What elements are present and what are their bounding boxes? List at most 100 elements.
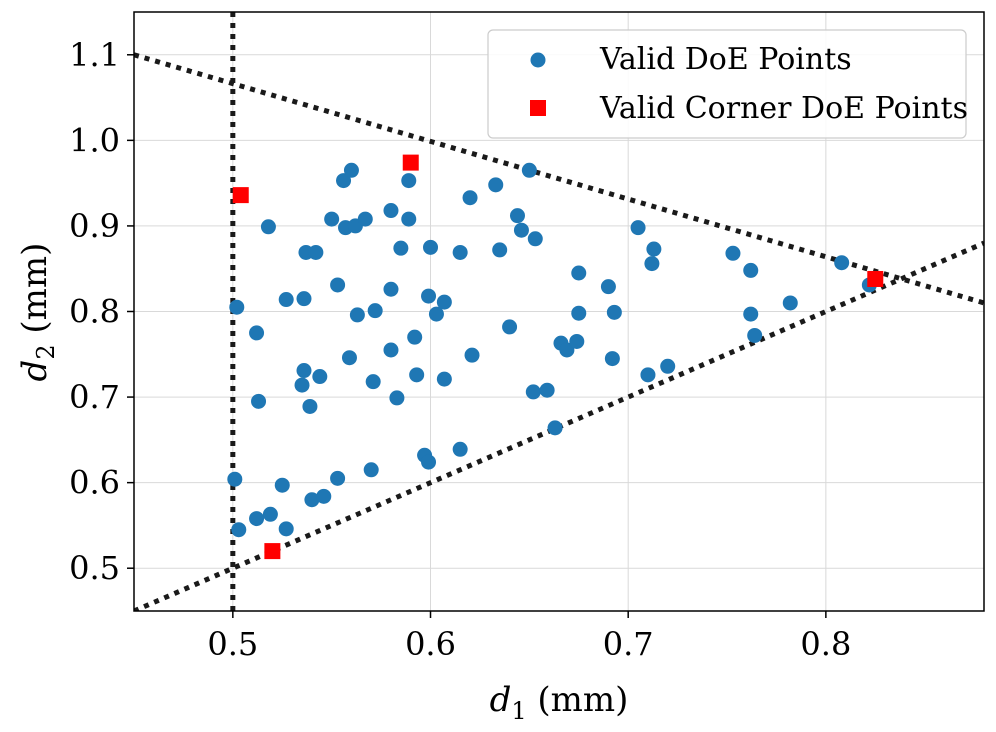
legend-doe-label: Valid DoE Points [599, 42, 852, 77]
doe-point-11 [294, 377, 310, 393]
doe-point-64 [559, 342, 575, 358]
doe-point-13 [296, 291, 312, 307]
x-tick-label-1: 0.6 [405, 625, 456, 663]
y-axis-label-unit: (mm) [15, 243, 55, 345]
doe-point-65 [569, 333, 585, 349]
doe-point-71 [630, 220, 646, 236]
doe-point-10 [278, 521, 294, 537]
doe-point-26 [343, 162, 359, 178]
doe-point-70 [606, 304, 622, 320]
doe-point-80 [782, 295, 798, 311]
doe-point-37 [393, 240, 409, 256]
legend-corner-label: Valid Corner DoE Points [599, 91, 968, 126]
x-tick-label-2: 0.7 [603, 625, 654, 663]
doe-point-7 [262, 506, 278, 522]
doe-point-48 [436, 371, 452, 387]
doe-point-40 [407, 329, 423, 345]
doe-point-43 [421, 454, 437, 470]
doe-point-35 [383, 203, 399, 219]
y-tick-label-5: 1.0 [69, 121, 120, 159]
x-tick-label-0: 0.5 [207, 625, 258, 663]
doe-point-79 [747, 327, 763, 343]
x-axis-label: d1 (mm) [490, 680, 629, 725]
doe-point-21 [330, 470, 346, 486]
doe-point-55 [502, 319, 518, 335]
doe-point-49 [452, 244, 468, 260]
x-axis-label-sub: 1 [511, 697, 526, 725]
doe-point-66 [571, 265, 587, 281]
doe-point-39 [401, 211, 417, 227]
doe-point-18 [312, 369, 328, 385]
doe-point-54 [492, 242, 508, 258]
doe-point-67 [571, 305, 587, 321]
corner-point-2 [264, 543, 281, 560]
x-axis-ticks: 0.5 0.6 0.7 0.8 [207, 611, 851, 663]
doe-point-5 [251, 393, 267, 409]
data-points [227, 154, 884, 560]
doe-point-19 [316, 488, 332, 504]
doe-point-58 [521, 162, 537, 178]
y-tick-label-6: 1.1 [69, 36, 120, 74]
y-axis-label-main: d [15, 360, 55, 382]
doe-point-6 [260, 219, 276, 235]
legend-box [487, 29, 967, 139]
legend-doe-marker [530, 52, 546, 68]
y-axis-label: d2 (mm) [15, 243, 60, 382]
y-tick-label-3: 0.8 [69, 293, 120, 331]
doe-point-44 [421, 288, 437, 304]
doe-point-15 [302, 398, 318, 414]
doe-point-8 [274, 477, 290, 493]
doe-point-16 [304, 492, 320, 508]
doe-point-31 [365, 374, 381, 390]
x-axis-label-main: d [490, 680, 512, 720]
x-axis-label-unit: (mm) [527, 680, 629, 720]
doe-point-9 [278, 292, 294, 308]
doe-point-0 [227, 471, 243, 487]
doe-point-74 [646, 241, 662, 257]
doe-point-73 [644, 256, 660, 272]
doe-point-3 [249, 325, 265, 341]
doe-point-69 [604, 351, 620, 367]
y-tick-label-2: 0.7 [69, 378, 120, 416]
doe-point-29 [357, 211, 373, 227]
y-axis-label-sub: 2 [32, 344, 60, 359]
doe-point-34 [383, 281, 399, 297]
doe-point-46 [428, 306, 444, 322]
doe-point-53 [488, 177, 504, 193]
doe-point-56 [509, 208, 525, 224]
corner-point-3 [867, 270, 884, 287]
doe-point-60 [527, 231, 543, 247]
doe-point-81 [834, 255, 850, 271]
doe-point-62 [547, 420, 563, 436]
doe-point-50 [452, 441, 468, 457]
y-tick-label-0: 0.5 [69, 549, 120, 587]
doe-point-28 [349, 307, 365, 323]
doe-point-30 [363, 462, 379, 478]
doe-point-52 [464, 347, 480, 363]
doe-point-51 [462, 190, 478, 206]
x-tick-label-3: 0.8 [800, 625, 851, 663]
doe-point-2 [231, 522, 247, 538]
y-tick-label-4: 0.9 [69, 207, 120, 245]
doe-point-22 [330, 277, 346, 293]
doe-point-45 [423, 239, 439, 255]
y-axis-ticks: 0.5 0.6 0.7 0.8 0.9 1.0 1.1 [69, 36, 134, 587]
doe-point-25 [341, 350, 357, 366]
doe-point-1 [229, 299, 245, 315]
doe-point-76 [725, 245, 741, 261]
doe-point-38 [401, 173, 417, 189]
corner-point-0 [232, 187, 249, 204]
doe-point-57 [513, 222, 529, 238]
doe-point-12 [296, 363, 312, 379]
corner-point-1 [402, 154, 419, 171]
doe-point-47 [436, 294, 452, 310]
legend-corner-marker [530, 100, 546, 116]
doe-point-33 [383, 342, 399, 358]
doe-point-23 [336, 173, 352, 189]
doe-point-17 [308, 244, 324, 260]
doe-point-77 [743, 262, 759, 278]
doe-point-78 [743, 306, 759, 322]
doe-point-61 [539, 382, 555, 398]
doe-point-59 [525, 384, 541, 400]
